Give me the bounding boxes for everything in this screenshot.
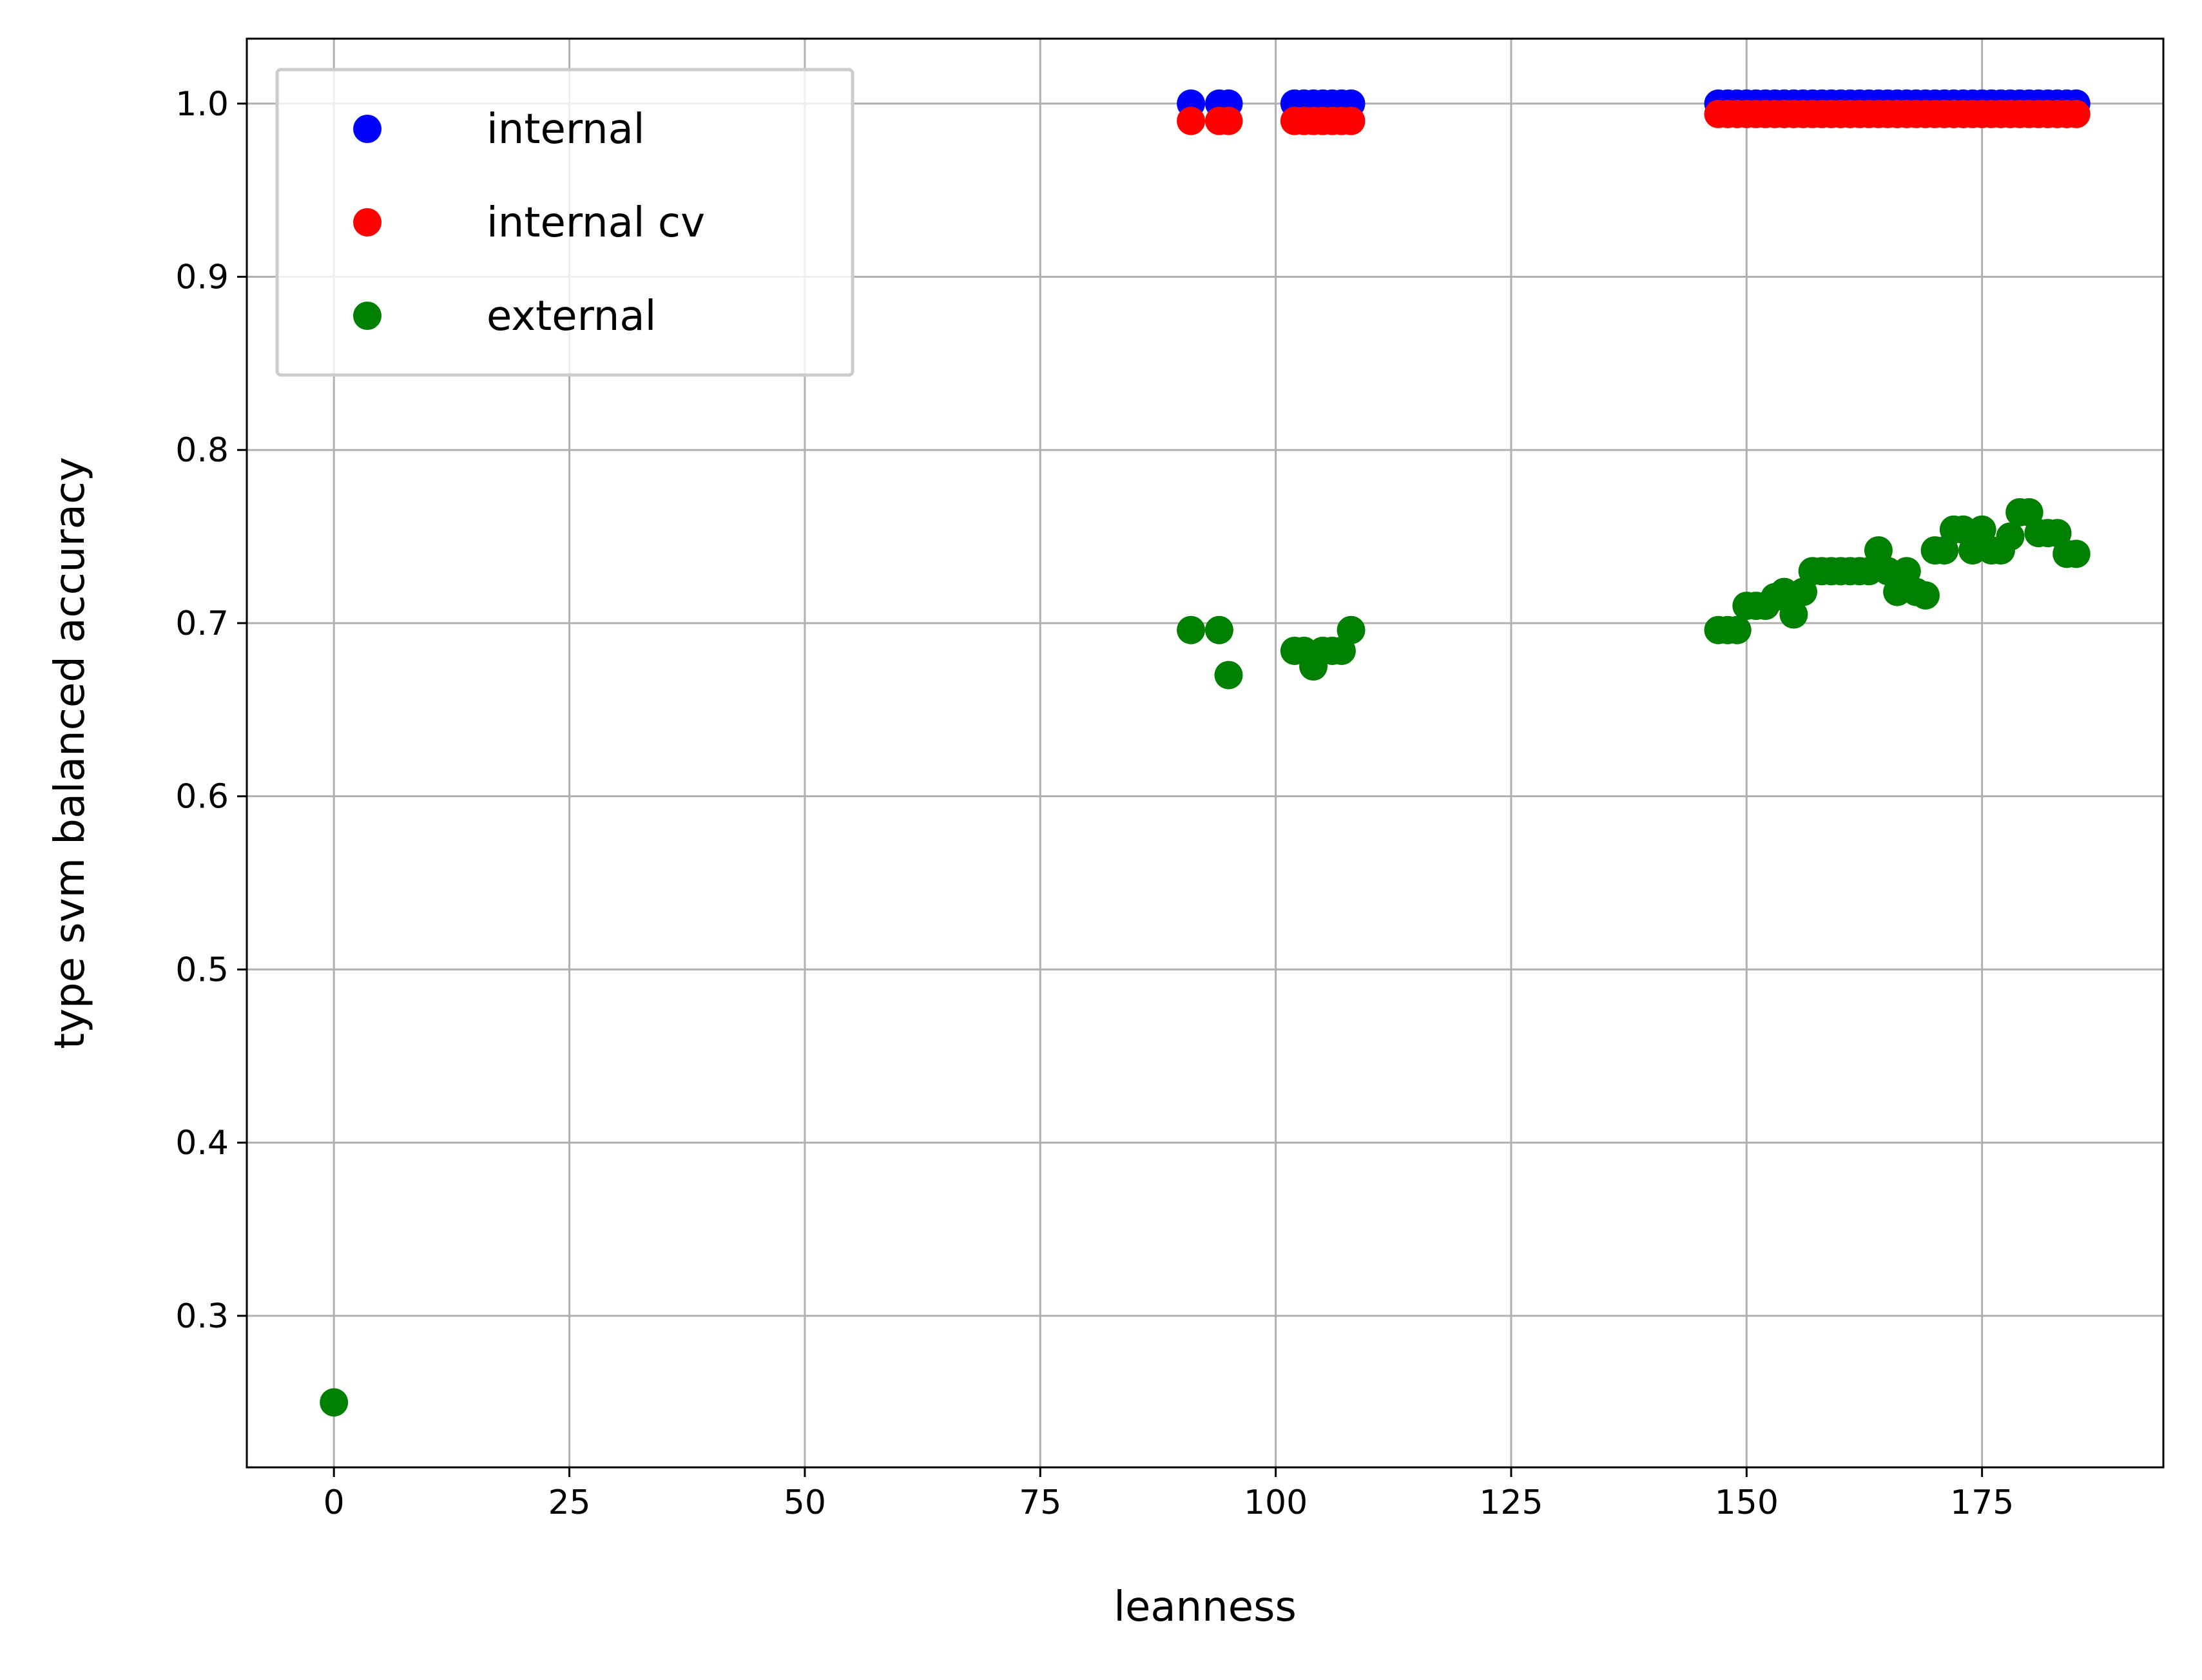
y-axis-label: type svm balanced accuracy (46, 457, 94, 1049)
y-tick-label: 0.6 (175, 778, 229, 816)
x-axis-label: leanness (1114, 1583, 1297, 1631)
point-external (1177, 615, 1206, 644)
point-external (1911, 581, 1940, 610)
data-points (320, 89, 2091, 1417)
y-tick-label: 1.0 (175, 85, 229, 124)
x-tick-label: 100 (1244, 1483, 1308, 1522)
x-tick-label: 25 (548, 1483, 590, 1522)
y-tick-label: 0.7 (175, 604, 229, 643)
point-external (2062, 539, 2091, 568)
point-internal-cv (1177, 106, 1206, 135)
point-external (1337, 615, 1366, 644)
y-tick-label: 0.8 (175, 431, 229, 470)
legend-marker (353, 208, 381, 237)
x-tick-label: 150 (1715, 1483, 1779, 1522)
y-tick-label: 0.9 (175, 258, 229, 297)
point-external (1214, 661, 1243, 690)
y-tick-label: 0.5 (175, 951, 229, 989)
legend-box (275, 68, 855, 377)
x-tick-label: 75 (1019, 1483, 1061, 1522)
axis-ticks: 0 25 50 75 100 125 150 175 0.3 0.4 0.5 0.6 0.7 0.8 0.9… (175, 85, 2014, 1522)
x-tick-label: 50 (784, 1483, 826, 1522)
plot-frame (246, 37, 2165, 1469)
point-external (1723, 615, 1752, 644)
x-tick-label: 175 (1950, 1483, 2014, 1522)
point-external (1779, 600, 1808, 629)
y-tick-label: 0.3 (175, 1297, 229, 1336)
point-external (1204, 615, 1233, 644)
legend: internal internal cv external (275, 68, 855, 377)
point-external (320, 1388, 349, 1417)
x-tick-label: 125 (1479, 1483, 1543, 1522)
legend-label: internal cv (487, 199, 705, 247)
point-external (1996, 522, 2025, 551)
point-internal-cv (2062, 99, 2091, 128)
point-internal-cv (1337, 106, 1366, 135)
legend-label: external (487, 293, 656, 340)
legend-marker (353, 302, 381, 330)
point-internal-cv (1214, 106, 1243, 135)
legend-label: internal (487, 106, 645, 153)
legend-marker (353, 115, 381, 143)
x-tick-label: 0 (324, 1483, 345, 1522)
y-tick-label: 0.4 (175, 1124, 229, 1163)
